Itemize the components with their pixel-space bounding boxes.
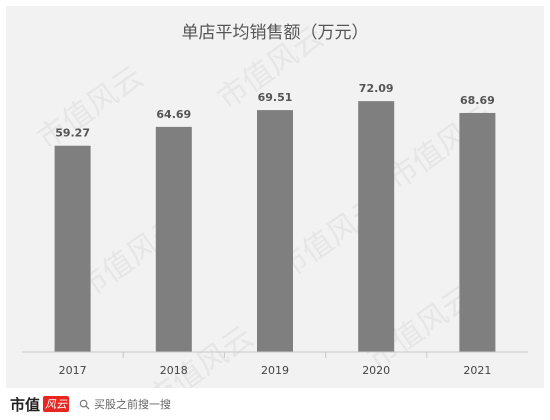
x-tick-label-2021: 2021: [463, 364, 491, 377]
x-tick-label-2017: 2017: [59, 364, 87, 377]
search-hint-text: 买股之前搜一搜: [94, 398, 172, 411]
bar-2021: [459, 112, 496, 352]
x-tick-label-2019: 2019: [261, 364, 289, 377]
x-tick-label-2020: 2020: [362, 364, 390, 377]
bar-value-label-2019: 69.51: [258, 91, 293, 104]
bar-2017: [54, 145, 91, 352]
brand-logo-mark: 风云: [43, 396, 70, 412]
bar-2018: [155, 126, 192, 352]
search-hint[interactable]: 买股之前搜一搜: [79, 396, 171, 412]
bar-2020: [358, 101, 395, 352]
bar-value-label-2018: 64.69: [156, 108, 191, 121]
brand-logo-text: 市值: [10, 395, 41, 414]
footer-bar: 市值 风云 买股之前搜一搜: [0, 388, 550, 420]
bar-value-label-2020: 72.09: [359, 82, 394, 95]
chart-title: 单店平均销售额（万元）: [182, 23, 369, 43]
bar-value-label-2021: 68.69: [460, 94, 495, 107]
chart-frame: 市值风云 市值风云 市值风云 市值风云 市值风云 市值风云 市值风云 单店平均销售额（万元）…: [6, 6, 544, 388]
watermark-text: 市值风云: [31, 59, 149, 156]
bar-2019: [257, 110, 293, 353]
bar-value-label-2017: 59.27: [55, 127, 90, 140]
x-tick-label-2018: 2018: [160, 364, 188, 377]
search-icon: [79, 399, 90, 410]
